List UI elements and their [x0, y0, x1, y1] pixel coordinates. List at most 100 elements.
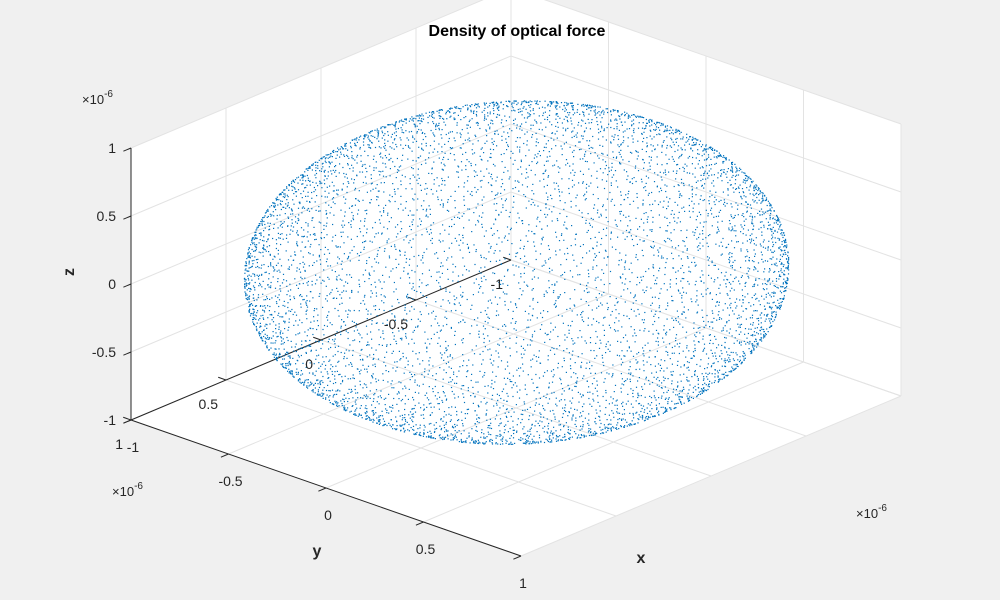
scatter-point [377, 379, 380, 381]
scatter-point [603, 283, 605, 286]
scatter-point [573, 304, 575, 306]
scatter-point [449, 116, 451, 118]
scatter-point [747, 203, 749, 205]
scatter-point [499, 337, 501, 340]
scatter-point [332, 297, 334, 299]
scatter-point [694, 385, 696, 387]
scatter-point [753, 249, 755, 251]
scatter-point [443, 118, 445, 120]
scatter-point [586, 284, 588, 287]
scatter-point [267, 208, 269, 211]
scatter-point [284, 195, 286, 197]
scatter-point [675, 318, 677, 320]
scatter-point [557, 335, 559, 338]
scatter-point [519, 125, 521, 127]
scatter-point [257, 265, 259, 268]
scatter-point [392, 407, 394, 409]
scatter-point [655, 399, 657, 401]
scatter-point [504, 200, 506, 202]
scatter-point [364, 210, 366, 212]
scatter-point [245, 293, 247, 295]
scatter-point [301, 183, 303, 185]
scatter-point [270, 285, 272, 287]
scatter-point [645, 118, 647, 121]
scatter-point [249, 266, 251, 269]
scatter-point [627, 175, 629, 177]
scatter-point [333, 149, 335, 152]
scatter-point [737, 214, 739, 216]
scatter-point [555, 403, 557, 405]
scatter-point [576, 136, 578, 138]
scatter-point [584, 160, 587, 162]
scatter-point [780, 268, 782, 270]
scatter-point [602, 172, 604, 174]
scatter-point [729, 260, 731, 262]
scatter-point [587, 118, 589, 120]
scatter-point [485, 403, 487, 405]
scatter-point [287, 202, 289, 204]
scatter-point [616, 156, 618, 158]
scatter-point [629, 366, 631, 368]
scatter-point [525, 177, 527, 179]
scatter-point [719, 154, 721, 156]
scatter-point [419, 363, 421, 365]
scatter-point [703, 187, 705, 189]
scatter-point [556, 281, 558, 283]
scatter-point [700, 214, 702, 216]
scatter-point [575, 205, 577, 207]
scatter-point [582, 120, 584, 122]
scatter-point [418, 115, 420, 117]
scatter-point [351, 151, 353, 153]
scatter-point [418, 120, 420, 122]
scatter-point [659, 171, 661, 173]
scatter-point [556, 160, 558, 162]
scatter-point [294, 254, 296, 256]
scatter-point [264, 333, 266, 335]
scatter-point [588, 222, 591, 224]
scatter-point [582, 103, 584, 106]
scatter-point [696, 215, 698, 217]
scatter-point [268, 349, 270, 351]
scatter-point [757, 262, 760, 264]
scatter-point [751, 219, 753, 221]
scatter-point [364, 218, 366, 220]
scatter-point [509, 101, 511, 103]
scatter-point [245, 268, 247, 270]
scatter-point [677, 321, 680, 323]
scatter-point [354, 189, 356, 191]
scatter-point [290, 229, 292, 231]
scatter-point [505, 198, 507, 200]
scatter-point [643, 212, 645, 215]
scatter-point [369, 397, 371, 399]
scatter-point [700, 146, 702, 148]
scatter-point [245, 261, 247, 263]
scatter-point [629, 373, 632, 376]
scatter-point [617, 412, 619, 414]
scatter-point [366, 333, 368, 335]
scatter-point [366, 344, 368, 346]
scatter-point [308, 345, 311, 347]
scatter-point [754, 187, 756, 189]
scatter-point [247, 297, 249, 299]
scatter-point [682, 240, 684, 242]
scatter-point [606, 154, 608, 156]
scatter-point [496, 116, 498, 118]
scatter-point [651, 119, 653, 121]
scatter-point [421, 132, 423, 134]
scatter-point [418, 385, 420, 387]
scatter-point [769, 228, 771, 230]
scatter-point [438, 129, 440, 131]
scatter-point [744, 179, 746, 181]
scatter-point [283, 193, 285, 195]
scatter-point [334, 371, 336, 373]
scatter-point [567, 415, 569, 417]
scatter-point [539, 155, 541, 157]
scatter-point [565, 128, 567, 130]
scatter-point [745, 180, 747, 182]
scatter-point [531, 190, 533, 192]
scatter-point [454, 207, 456, 209]
scatter-point [274, 256, 276, 258]
scatter-point [312, 264, 314, 266]
scatter-point [563, 224, 565, 226]
scatter-point [427, 116, 429, 118]
